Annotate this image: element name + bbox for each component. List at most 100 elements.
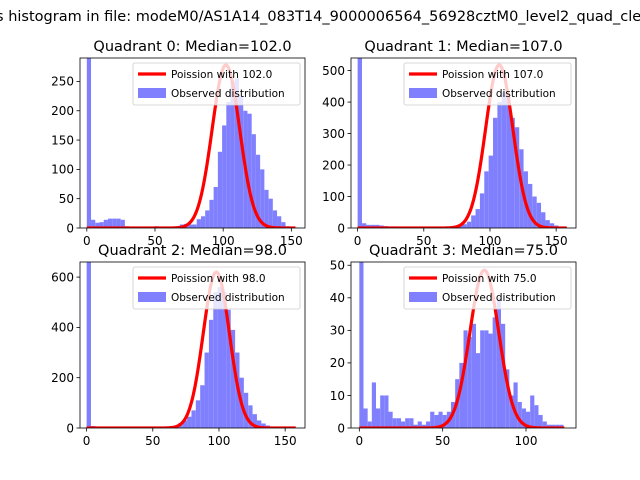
legend-box (132, 266, 301, 310)
histogram-bar (430, 411, 435, 428)
x-tick-label: 0 (83, 234, 91, 248)
axes-frame (79, 261, 306, 429)
y-tick-label: 100 (322, 190, 345, 204)
legend-poisson-label: Poission with 107.0 (442, 69, 543, 81)
y-tick-label: 150 (51, 133, 74, 147)
poisson-curve (85, 63, 297, 228)
legend-poisson-label: Poission with 98.0 (171, 273, 266, 285)
legend-observed-swatch (409, 88, 437, 98)
histogram-bar (213, 186, 218, 228)
histogram-bar (484, 171, 489, 228)
quadrant-0-panel: 0 50 100 150 0 50 100 150 200 250 Quadrant 0: Medi… (51, 39, 306, 248)
x-tick-label: 0 (354, 234, 362, 248)
y-tick-label: 50 (59, 192, 74, 206)
quadrant-2-panel: 0 50 100 150 0 200 400 600 Quadrant 2: Median=98… (51, 243, 306, 448)
histogram-bar (247, 113, 252, 228)
histogram-bar (501, 323, 506, 428)
histogram-bar (95, 222, 100, 228)
x-tick-label: 100 (479, 234, 502, 248)
histogram-bar (357, 58, 362, 228)
histogram-bar (281, 222, 286, 228)
histogram-bar (545, 220, 550, 228)
histogram-bar (204, 352, 209, 428)
histogram-bar (517, 401, 522, 428)
x-tick-label: 50 (435, 434, 450, 448)
x-tick-label: 150 (274, 434, 297, 448)
histogram-bar (401, 421, 406, 428)
histogram-bar (277, 216, 282, 228)
histogram-bar (492, 317, 497, 428)
histogram-bar (226, 101, 231, 228)
y-tick-label: 250 (51, 75, 74, 89)
histogram-bar (426, 421, 431, 428)
histogram-bar (209, 199, 214, 228)
quadrant-2-title: Quadrant 2: Median=98.0 (98, 243, 287, 259)
x-tick-label: 150 (545, 234, 568, 248)
histogram-bar (268, 198, 273, 228)
histogram-bar (462, 224, 467, 228)
histogram-bar (222, 125, 227, 228)
histogram-bar (546, 424, 551, 428)
plot-area (356, 58, 568, 228)
histogram-bar (396, 418, 401, 428)
histogram-bar (488, 155, 494, 228)
histogram-bar (243, 392, 249, 428)
histogram-bar (471, 215, 476, 228)
histogram-bar (409, 418, 414, 428)
histogram-bar (541, 212, 546, 228)
histogram-bar (200, 385, 205, 428)
poisson-curve (358, 268, 566, 428)
histogram-bar (255, 154, 261, 228)
histogram-bar (112, 218, 117, 228)
histogram-bar (200, 216, 206, 228)
legend-poisson-label: Poission with 75.0 (442, 273, 537, 285)
histogram-bar (484, 330, 489, 428)
histogram-bar (438, 411, 443, 428)
histogram-bar (551, 424, 556, 428)
y-tick-label: 500 (322, 64, 345, 78)
quadrant-1-panel: 0 50 100 150 0 100 200 300 400 500 Quadrant 1: Med… (322, 39, 577, 248)
histogram-bar (361, 223, 367, 228)
legend-observed-label: Observed distribution (171, 88, 285, 100)
y-tick-label: 30 (330, 324, 345, 338)
histogram-bar (488, 333, 493, 428)
histogram-bar (187, 416, 192, 428)
histogram-bar (208, 319, 214, 428)
histogram-bar (248, 405, 253, 428)
x-tick-label: 50 (145, 434, 160, 448)
histogram-bar (509, 395, 514, 428)
histogram-bar (421, 424, 426, 428)
histogram-bar (260, 169, 265, 228)
histogram-bar (549, 223, 555, 228)
histogram-bar (196, 219, 201, 228)
y-tick-label: 400 (51, 321, 74, 335)
histogram-bar (496, 297, 501, 428)
histogram-bar (532, 196, 537, 228)
histogram-bar (86, 58, 92, 228)
plot-area (358, 262, 566, 428)
histogram-bar (405, 418, 410, 428)
histogram-bar (99, 222, 104, 228)
histogram-bar (120, 219, 125, 228)
y-tick-label: 40 (330, 291, 345, 305)
legend-observed-label: Observed distribution (171, 292, 285, 304)
poisson-curve (85, 270, 297, 428)
histogram-bar (195, 400, 201, 428)
histogram-bar (239, 96, 244, 228)
histogram-bar (380, 395, 385, 428)
histogram-bar (527, 183, 533, 228)
y-tick-label: 50 (330, 259, 345, 273)
histogram-bar (506, 95, 511, 228)
plot-area (85, 58, 299, 228)
histogram-bar (459, 362, 464, 428)
histogram-bar (479, 193, 485, 228)
x-tick-label: 50 (147, 234, 162, 248)
histogram-bar (466, 221, 472, 228)
histogram-bar (475, 209, 480, 228)
y-tick-label: 0 (66, 221, 74, 235)
y-tick-label: 200 (51, 371, 74, 385)
histogram-bar (107, 218, 113, 228)
histogram-bar (205, 210, 210, 228)
histogram-bar (510, 117, 515, 228)
